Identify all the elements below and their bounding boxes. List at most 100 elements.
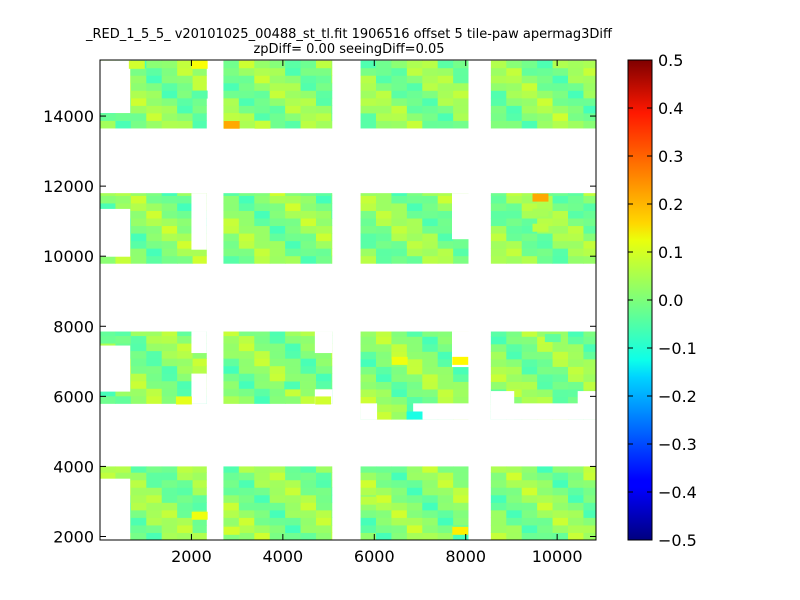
heatmap-cell [331, 466, 333, 473]
heatmap-cell [146, 75, 163, 84]
heatmap-cell [360, 336, 377, 345]
heatmap-cell [437, 120, 454, 129]
heatmap-cell [100, 331, 116, 337]
heatmap-cell [300, 358, 317, 367]
heatmap-cell [331, 517, 333, 526]
colorbar-tick-label: −0.3 [658, 435, 697, 454]
heatmap-cell [376, 517, 392, 526]
heatmap-cell [490, 381, 507, 390]
heatmap-cell [161, 358, 178, 367]
heatmap-cell [161, 67, 178, 76]
heatmap-cell [177, 343, 194, 352]
heatmap-cell [146, 210, 163, 219]
heatmap-cell [331, 373, 333, 382]
heatmap-cell [391, 67, 408, 76]
heatmap-cell-highlight [223, 526, 240, 535]
heatmap-cell [360, 502, 377, 511]
heatmap-cell [437, 336, 454, 345]
heatmap-cell [537, 75, 554, 84]
heatmap-cell [223, 479, 240, 488]
heatmap-cell [422, 195, 439, 204]
heatmap-cell [238, 494, 255, 503]
heatmap-cell [269, 335, 286, 344]
heatmap-cell [391, 509, 408, 518]
heatmap-cell [453, 472, 469, 481]
heatmap-cell [583, 255, 597, 264]
heatmap-cell [552, 396, 569, 405]
heatmap-cell [490, 90, 507, 99]
heatmap-cell [437, 105, 454, 114]
heatmap-cell [521, 532, 538, 541]
heatmap-cell [552, 210, 569, 219]
heatmap-cell [192, 112, 207, 121]
heatmap-cell [254, 90, 271, 99]
heatmap-cell [300, 365, 317, 374]
heatmap-cell [130, 350, 147, 359]
heatmap-cell [192, 97, 207, 106]
heatmap-cell [360, 60, 377, 69]
heatmap-cell [100, 120, 116, 129]
heatmap-cell [422, 373, 439, 382]
heatmap-cell [316, 248, 332, 257]
heatmap-cell [238, 240, 255, 249]
heatmap-cell [422, 472, 439, 481]
heatmap-cell [537, 112, 554, 121]
heatmap-cell [552, 381, 569, 390]
heatmap-cell [254, 380, 271, 389]
heatmap-cell [521, 240, 538, 249]
heatmap-cell [223, 509, 240, 518]
heatmap-cell [506, 248, 523, 257]
heatmap-cell [161, 509, 178, 518]
heatmap-cell [146, 240, 163, 249]
heatmap-cell [376, 97, 392, 106]
heatmap-cell [583, 90, 597, 99]
heatmap-cell [453, 509, 469, 518]
heatmap-cell [583, 60, 597, 69]
heatmap-cell [300, 225, 317, 234]
heatmap-cell [331, 472, 333, 481]
heatmap-cell [406, 97, 423, 106]
heatmap-cell [391, 487, 408, 496]
heatmap-cell [583, 248, 597, 257]
heatmap-cell [568, 233, 584, 242]
heatmap-cell [146, 487, 163, 496]
heatmap-cell [269, 248, 286, 257]
heatmap-cell [146, 517, 163, 526]
heatmap-cell [130, 193, 147, 196]
heatmap-cell [146, 373, 163, 382]
heatmap-cell [406, 509, 423, 518]
heatmap-cell [300, 112, 317, 121]
heatmap-cell [177, 479, 194, 488]
x-tick-label: 2000 [171, 547, 212, 566]
heatmap-cell [192, 75, 207, 84]
heatmap-cell [406, 202, 423, 211]
heatmap-cell [161, 532, 178, 541]
heatmap-cell [285, 210, 302, 219]
heatmap-cell [331, 75, 333, 84]
heatmap-cell [161, 517, 178, 526]
heatmap-cell [552, 97, 569, 106]
heatmap-cell [254, 343, 271, 352]
heatmap-cell [238, 225, 255, 234]
heatmap-cell [506, 193, 523, 196]
heatmap-cell [537, 381, 554, 390]
heatmap-cell [238, 517, 255, 526]
heatmap-cell [177, 365, 194, 374]
chart-title-line-2: zpDiff= 0.00 seeingDiff=0.05 [253, 42, 444, 57]
heatmap-cell [568, 195, 584, 204]
heatmap-cell [360, 195, 377, 204]
heatmap-cell [285, 395, 302, 404]
heatmap-cell [130, 502, 147, 511]
heatmap-cell-highlight [223, 112, 240, 122]
heatmap-cell [583, 218, 597, 227]
heatmap-cell [316, 487, 332, 496]
heatmap-cell [223, 532, 240, 541]
heatmap-cell [360, 105, 377, 114]
heatmap-cell [406, 479, 423, 488]
heatmap-cell [177, 240, 194, 249]
heatmap-cell [223, 75, 240, 84]
heatmap-cell [437, 60, 454, 69]
heatmap-cell [238, 373, 255, 382]
heatmap-cell [130, 487, 147, 496]
heatmap-cell [331, 112, 333, 121]
